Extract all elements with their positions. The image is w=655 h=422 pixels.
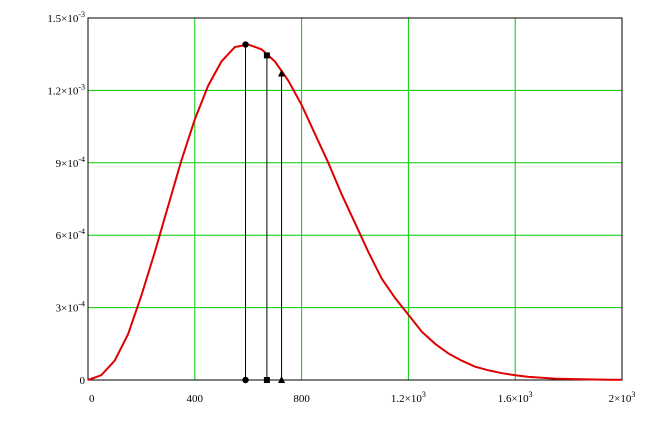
x-tick-label: 0	[89, 393, 95, 405]
y-axis-ticks: 0 3×10-4 6×10-4 9×10-4 1.2×10-3 1.5×10-3	[47, 10, 85, 387]
x-tick-label: 2×103	[609, 390, 636, 405]
y-tick-label: 1.5×10-3	[47, 10, 85, 25]
x-tick-label: 1.2×103	[391, 390, 426, 405]
x-tick-label: 800	[293, 393, 310, 405]
x-tick-label: 400	[187, 393, 204, 405]
marker-points	[242, 41, 286, 384]
grid-lines	[88, 18, 622, 380]
x-tick-label: 1.6×103	[498, 390, 533, 405]
y-tick-label: 6×10-4	[56, 227, 85, 242]
x-axis-ticks: 0 400 800 1.2×103 1.6×103 2×103	[89, 390, 635, 405]
y-tick-label: 9×10-4	[56, 155, 85, 170]
y-tick-label: 1.2×10-3	[47, 82, 85, 97]
square-marker	[263, 377, 270, 383]
square-marker	[263, 52, 270, 59]
triangle-marker	[278, 376, 286, 383]
marker-stems	[245, 44, 283, 380]
circle-marker	[242, 376, 249, 384]
triangle-marker	[278, 69, 286, 77]
y-tick-label: 0	[80, 375, 86, 387]
circle-marker	[242, 41, 249, 48]
y-tick-label: 3×10-4	[56, 300, 85, 315]
plot-frame	[87, 17, 623, 381]
series-curve	[87, 43, 622, 381]
